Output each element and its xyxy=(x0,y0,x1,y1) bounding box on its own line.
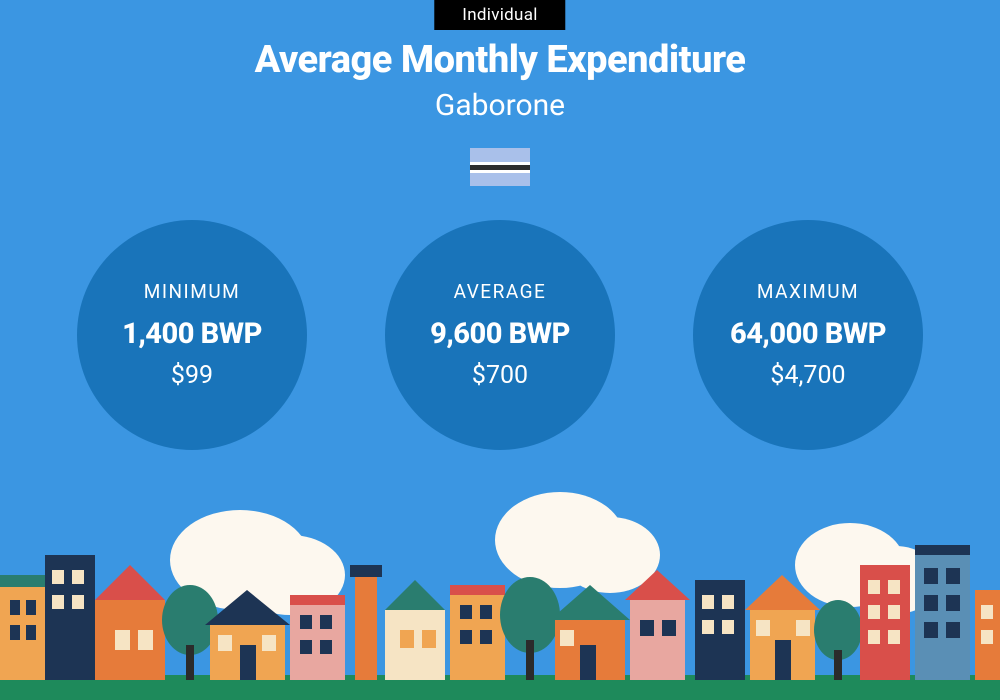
stat-value: 9,600 BWP xyxy=(430,317,570,351)
cityscape-illustration xyxy=(0,480,1000,700)
category-badge: Individual xyxy=(434,0,565,30)
stats-row: MINIMUM 1,400 BWP $99 AVERAGE 9,600 BWP $700 M… xyxy=(0,220,1000,450)
stat-circle: MAXIMUM 64,000 BWP $4,700 xyxy=(693,220,923,450)
stat-circle: AVERAGE 9,600 BWP $700 xyxy=(385,220,615,450)
stat-label: MINIMUM xyxy=(144,280,240,303)
flag-icon xyxy=(470,148,530,186)
stat-circle: MINIMUM 1,400 BWP $99 xyxy=(77,220,307,450)
stat-usd: $700 xyxy=(472,361,528,390)
page-title: Average Monthly Expenditure xyxy=(0,38,1000,82)
stat-label: MAXIMUM xyxy=(757,280,859,303)
city-subtitle: Gaborone xyxy=(0,88,1000,123)
stat-value: 1,400 BWP xyxy=(122,317,262,351)
stat-usd: $4,700 xyxy=(770,361,845,390)
stat-value: 64,000 BWP xyxy=(730,317,886,351)
stat-usd: $99 xyxy=(171,361,213,390)
stat-label: AVERAGE xyxy=(454,280,547,303)
